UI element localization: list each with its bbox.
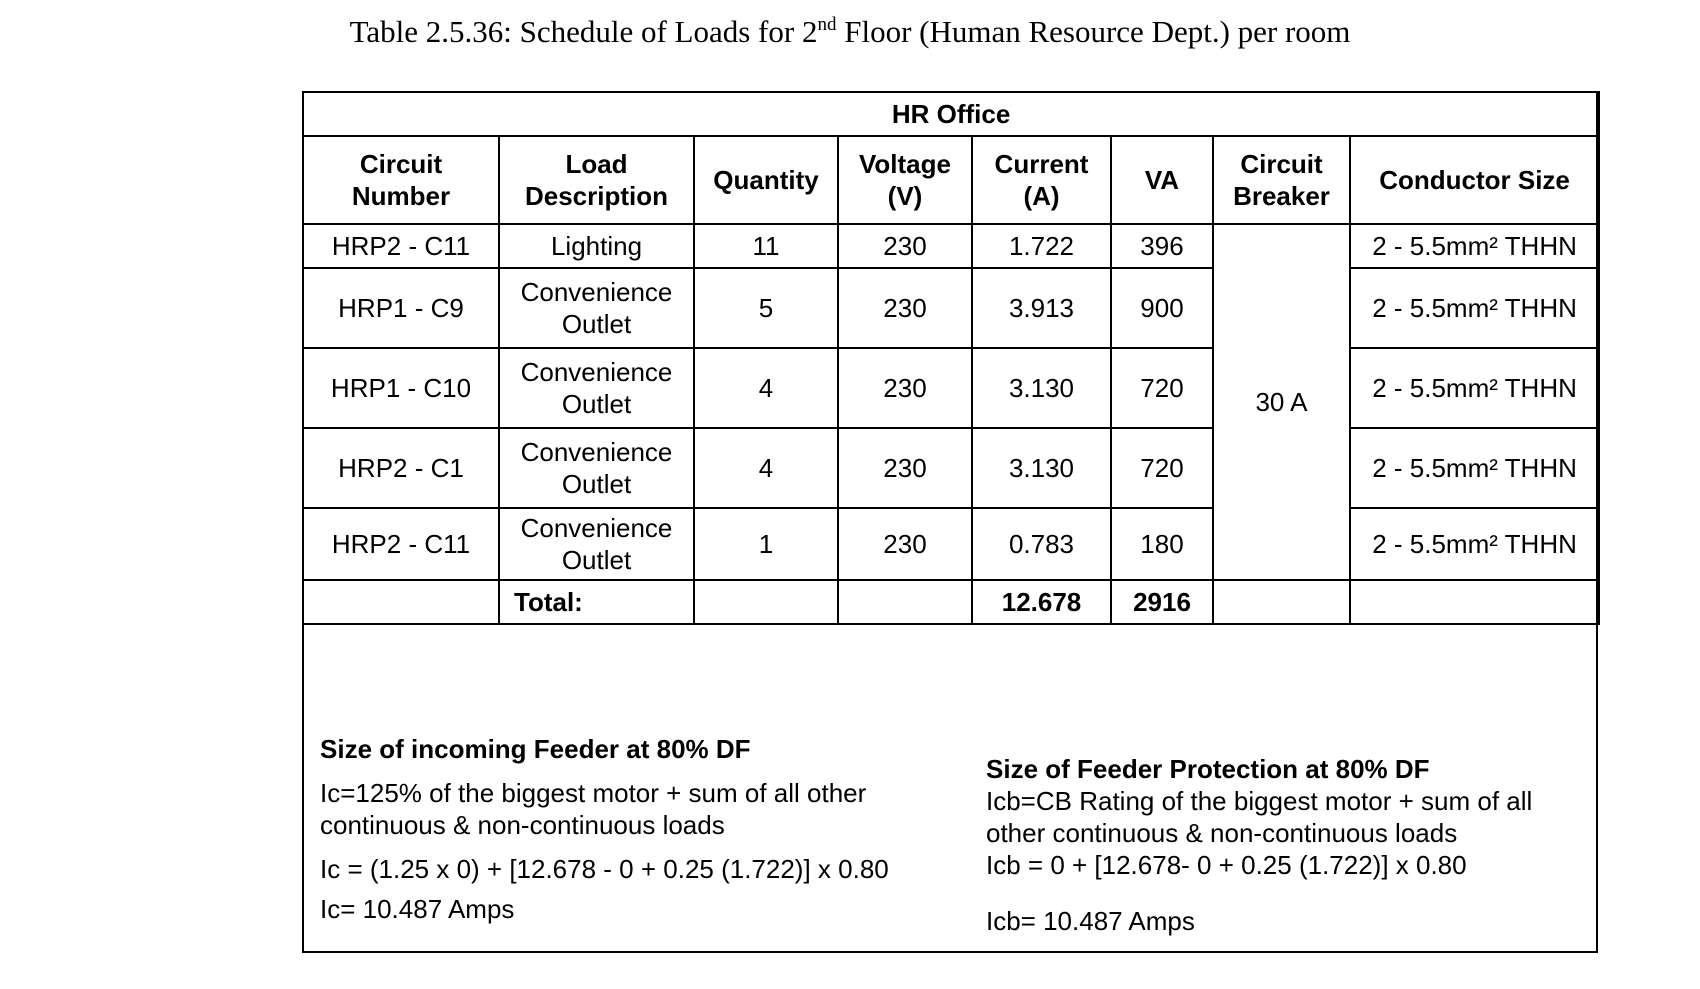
table-row: HRP1 - C9 Convenience Outlet 5 230 3.913 … [302,267,1601,349]
cell-va: 180 [1110,507,1214,581]
cell-va: 900 [1110,267,1214,349]
cell-circuit: HRP2 - C1 [302,427,500,509]
cell-load: Convenience Outlet [498,427,695,509]
header-quantity: Quantity [693,135,839,225]
cell-load: Convenience Outlet [498,267,695,349]
protection-title: Size of Feeder Protection at 80% DF [986,754,1430,784]
cell-circuit: HRP2 - C11 [302,507,500,581]
cell-conductor: 2 - 5.5mm² THHN [1348,223,1601,269]
header-current: Current (A) [971,135,1112,225]
header-conductor-size: Conductor Size [1348,135,1601,225]
cell-load: Lighting [498,223,695,269]
feeder-size-notes: Size of incoming Feeder at 80% DF Ic=125… [320,733,940,925]
cell-conductor: 2 - 5.5mm² THHN [1348,267,1601,349]
header-va: VA [1110,135,1214,225]
feeder-formula-line-1: Ic=125% of the biggest motor + sum of al… [320,778,867,808]
schedule-box: HR Office Circuit Number Load Description … [301,91,1601,953]
cell-voltage: 230 [837,507,973,581]
cell-circuit-breaker: 30 A [1212,223,1351,581]
cell-quantity: 4 [693,347,839,429]
cell-load: Convenience Outlet [498,507,695,581]
cell-empty [1348,579,1601,625]
cell-load: Convenience Outlet [498,347,695,429]
protection-result: Icb= 10.487 Amps [986,906,1195,936]
header-voltage: Voltage (V) [837,135,973,225]
caption-superscript: nd [817,14,837,35]
feeder-protection-notes: Size of Feeder Protection at 80% DF Icb=… [986,753,1586,937]
feeder-calculation: Ic = (1.25 x 0) + [12.678 - 0 + 0.25 (1.… [320,854,889,884]
cell-empty [1212,579,1351,625]
cell-conductor: 2 - 5.5mm² THHN [1348,427,1601,509]
cell-empty [837,579,973,625]
cell-empty [302,579,500,625]
cell-voltage: 230 [837,267,973,349]
cell-voltage: 230 [837,223,973,269]
load-schedule-table: HR Office Circuit Number Load Description … [301,91,1601,625]
protection-formula-line-2: other continuous & non-continuous loads [986,818,1458,848]
cell-conductor: 2 - 5.5mm² THHN [1348,347,1601,429]
total-row: Total: 12.678 2916 [302,579,1601,625]
total-label: Total: [498,579,695,625]
feeder-title: Size of incoming Feeder at 80% DF [320,734,751,764]
caption-suffix: Floor (Human Resource Dept.) per room [836,14,1351,49]
cell-va: 720 [1110,347,1214,429]
cell-va: 720 [1110,427,1214,509]
cell-circuit: HRP1 - C10 [302,347,500,429]
cell-circuit: HRP1 - C9 [302,267,500,349]
protection-calculation: Icb = 0 + [12.678- 0 + 0.25 (1.722)] x 0… [986,850,1467,880]
cell-quantity: 5 [693,267,839,349]
cell-voltage: 230 [837,347,973,429]
cell-current: 3.913 [971,267,1112,349]
cell-current: 1.722 [971,223,1112,269]
cell-quantity: 4 [693,427,839,509]
cell-circuit: HRP2 - C11 [302,223,500,269]
feeder-formula-line-2: continuous & non-continuous loads [320,810,725,840]
cell-voltage: 230 [837,427,973,509]
cell-empty [693,579,839,625]
room-header: HR Office [301,91,1601,137]
protection-formula-line-1: Icb=CB Rating of the biggest motor + sum… [986,786,1533,816]
table-row: HRP2 - C1 Convenience Outlet 4 230 3.130 … [302,427,1601,509]
header-load-description: Load Description [498,135,695,225]
total-va: 2916 [1110,579,1214,625]
table-row: HRP2 - C11 Lighting 11 230 1.722 396 30 … [302,223,1601,581]
cell-current: 0.783 [971,507,1112,581]
header-circuit-breaker: Circuit Breaker [1212,135,1351,225]
caption-prefix: Table 2.5.36: Schedule of Loads for 2 [349,14,818,49]
table-row: HRP1 - C10 Convenience Outlet 4 230 3.130… [302,347,1601,429]
cell-va: 396 [1110,223,1214,269]
total-current: 12.678 [971,579,1112,625]
cell-quantity: 1 [693,507,839,581]
cell-current: 3.130 [971,427,1112,509]
cell-quantity: 11 [693,223,839,269]
table-caption: Table 2.5.36: Schedule of Loads for 2nd … [0,12,1700,52]
cell-current: 3.130 [971,347,1112,429]
cell-conductor: 2 - 5.5mm² THHN [1348,507,1601,581]
feeder-result: Ic= 10.487 Amps [320,894,515,924]
table-row: HRP2 - C11 Convenience Outlet 1 230 0.783… [302,507,1601,581]
header-circuit-number: Circuit Number [302,135,500,225]
